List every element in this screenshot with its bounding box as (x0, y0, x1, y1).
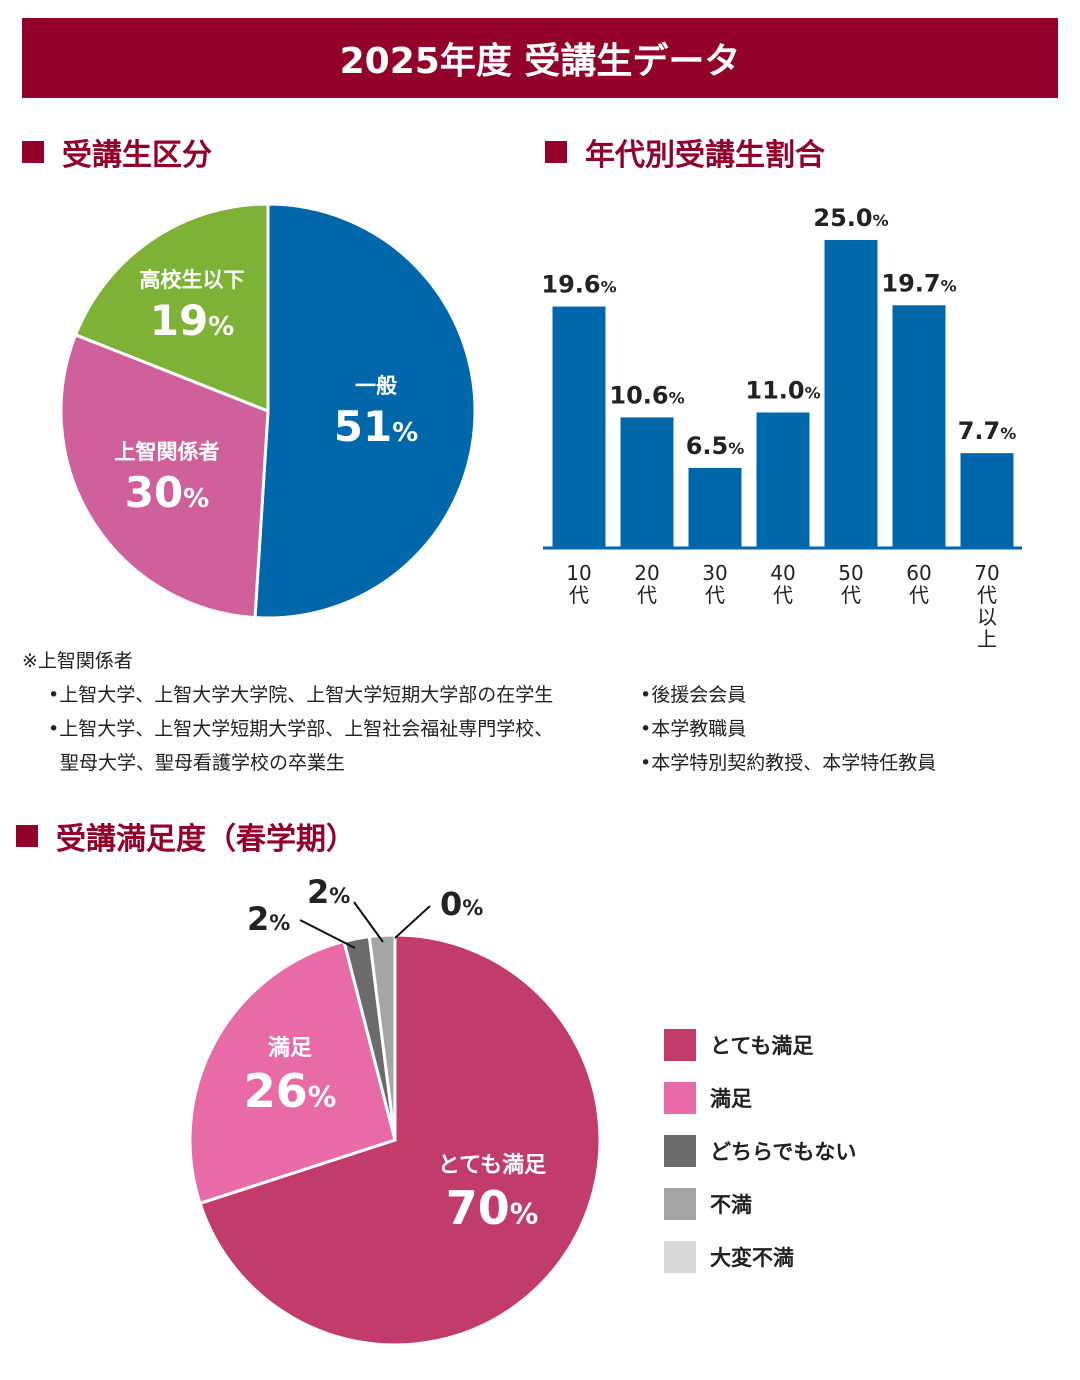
bar-category-label: 70 (974, 561, 999, 585)
legend-item: 不満 (664, 1177, 856, 1230)
bar-category-label: 上 (977, 627, 997, 651)
bar-category-label: 20 (634, 561, 659, 585)
slice-label: 満足 (268, 1035, 312, 1061)
bar (620, 417, 674, 548)
pie-slice (73, 202, 270, 414)
bar-category-label: 代 (637, 583, 657, 607)
legend-item: どちらでもない (664, 1124, 856, 1177)
square-icon (22, 141, 44, 163)
bar (960, 453, 1014, 548)
bar-category-label: 代 (773, 583, 793, 607)
slice-label: 上智関係者 (115, 440, 220, 464)
slice-value: 70% (446, 1181, 539, 1235)
pie-slice (367, 933, 397, 1141)
bar-value-label: 10.6% (609, 381, 684, 409)
pie-slice (188, 939, 397, 1206)
note-item: 聖母大学、聖母看護学校の卒業生 (60, 752, 346, 774)
legend-label: とても満足 (710, 1033, 814, 1058)
section-satisfaction: 受講満足度（春学期） (16, 814, 356, 858)
legend-label: 大変不満 (710, 1245, 794, 1270)
slice-value: 19% (150, 296, 235, 345)
slice-value: 30% (125, 468, 210, 517)
bar (552, 306, 606, 548)
legend-label: 不満 (710, 1192, 752, 1217)
legend-swatch (664, 1240, 696, 1273)
bar-value-label: 6.5% (686, 432, 745, 460)
pie-slice (253, 202, 477, 620)
leader-line (299, 919, 356, 949)
note-item: •本学教職員 (640, 718, 747, 740)
satisfaction-legend: とても満足 満足 どちらでもない 不満 大変不満 (664, 1018, 856, 1283)
bar-category-label: 60 (906, 561, 931, 585)
legend-swatch (664, 1081, 696, 1114)
section-student-category: 受講生区分 (22, 130, 212, 174)
legend-label: 満足 (710, 1086, 752, 1111)
note-item: •後援会会員 (640, 684, 747, 706)
pie-slice (198, 933, 602, 1347)
legend-swatch (664, 1187, 696, 1220)
section-age-ratio: 年代別受講生割合 (545, 130, 825, 174)
bar-value-label: 25.0% (813, 204, 888, 232)
bar-category-label: 10 (566, 561, 591, 585)
bar-value-label: 11.0% (745, 376, 820, 404)
note-item: •上智大学、上智大学短期大学部、上智社会福祉専門学校、 (48, 718, 554, 740)
bar (892, 305, 946, 548)
bar-value-label: 19.7% (881, 269, 956, 297)
leader-line (394, 905, 431, 939)
note-item: •本学特別契約教授、本学特任教員 (640, 752, 937, 774)
slice-label: 一般 (355, 374, 397, 398)
legend-item: とても満足 (664, 1018, 856, 1071)
note-item: •上智大学、上智大学大学院、上智大学短期大学部の在学生 (48, 684, 554, 706)
bar-category-label: 40 (770, 561, 795, 585)
notes-left: •上智大学、上智大学大学院、上智大学短期大学部の在学生 •上智大学、上智大学短期… (48, 678, 553, 780)
legend-item: 満足 (664, 1071, 856, 1124)
legend-swatch (664, 1134, 696, 1167)
slice-value: 26% (244, 1064, 337, 1118)
bar-category-label: 代 (977, 583, 997, 607)
pie-slice (59, 332, 270, 620)
bar-category-label: 代 (909, 583, 929, 607)
page-title: 2025年度 受講生データ (22, 18, 1058, 98)
slice-value: 51% (334, 402, 419, 451)
slice-label: 高校生以下 (140, 268, 245, 292)
bar-category-label: 代 (841, 583, 861, 607)
bar-category-label: 50 (838, 561, 863, 585)
notes-heading: ※上智関係者 (22, 650, 133, 672)
bar-category-label: 以 (977, 605, 997, 629)
legend-item: 大変不満 (664, 1230, 856, 1283)
bar-value-label: 7.7% (958, 417, 1017, 445)
legend-swatch (664, 1028, 696, 1061)
section-title: 受講生区分 (62, 138, 212, 173)
bar-category-label: 30 (702, 561, 727, 585)
bar (688, 467, 742, 548)
section-title: 年代別受講生割合 (585, 138, 825, 173)
bar-category-label: 代 (569, 583, 589, 607)
bar (756, 412, 810, 548)
bar (824, 240, 878, 548)
leader-line (353, 901, 384, 943)
square-icon (545, 141, 567, 163)
square-icon (16, 825, 38, 847)
slice-value: 2% (247, 900, 290, 938)
slice-value: 0% (440, 885, 483, 923)
bar-category-label: 代 (705, 583, 725, 607)
bar-value-label: 19.6% (541, 271, 616, 299)
notes-right: •後援会会員 •本学教職員 •本学特別契約教授、本学特任教員 (640, 678, 936, 780)
legend-label: どちらでもない (710, 1139, 857, 1164)
slice-label: とても満足 (438, 1152, 546, 1178)
slice-value: 2% (307, 873, 350, 911)
notes: ※上智関係者 (22, 644, 133, 678)
section-title: 受講満足度（春学期） (56, 822, 356, 857)
